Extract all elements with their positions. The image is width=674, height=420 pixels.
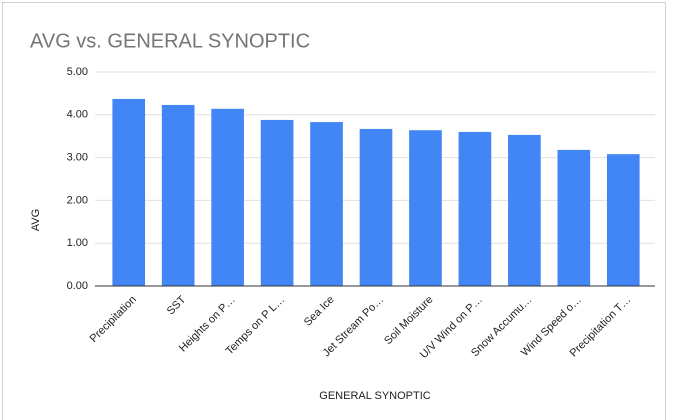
bar — [508, 134, 541, 286]
x-axis-title: GENERAL SYNOPTIC — [319, 390, 431, 402]
bar — [409, 130, 442, 286]
y-tick-label: 4.00 — [67, 109, 88, 121]
y-tick-label: 3.00 — [67, 152, 88, 164]
y-axis-title: AVG — [30, 209, 42, 231]
chart-title: AVG vs. GENERAL SYNOPTIC — [30, 30, 310, 52]
y-tick-label: 0.00 — [67, 280, 88, 292]
y-tick-label: 1.00 — [67, 237, 88, 249]
bar — [211, 108, 244, 286]
bar — [359, 128, 393, 286]
bar — [458, 131, 492, 286]
bar — [112, 98, 146, 287]
bar — [606, 154, 640, 286]
y-tick-label: 5.00 — [67, 66, 88, 78]
bar — [310, 122, 343, 287]
y-tick-label: 2.00 — [67, 194, 88, 206]
bar — [557, 149, 591, 286]
bar — [260, 119, 294, 286]
bar — [161, 104, 195, 287]
